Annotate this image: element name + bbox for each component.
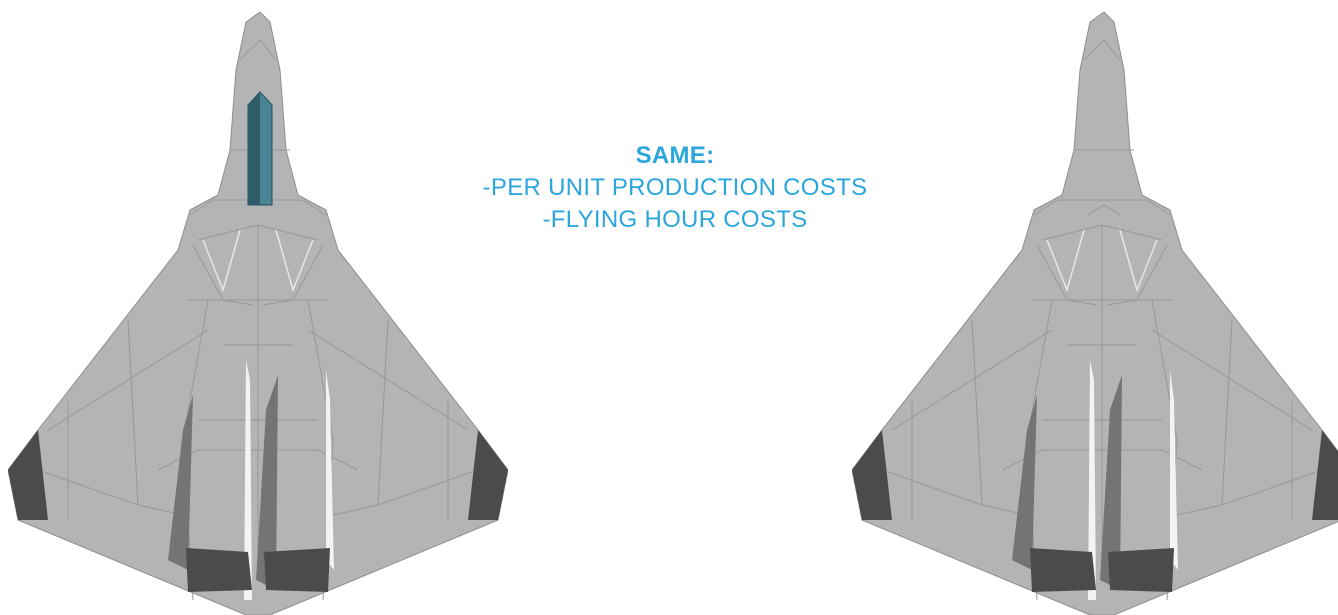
caption-line-flying-hour-costs: -FLYING HOUR COSTS (542, 206, 808, 233)
tail-fins (1012, 360, 1178, 600)
wingtip-edges (8, 430, 508, 520)
aircraft-with-cockpit-illustration (8, 11, 508, 615)
exhaust-nozzles (186, 548, 330, 592)
exhaust-nozzles (1030, 548, 1174, 592)
intake-chevrons (1046, 229, 1158, 293)
wingtip-edges (852, 430, 1338, 520)
intake-chevrons (202, 229, 314, 293)
caption-heading: SAME: (635, 142, 715, 169)
comparison-caption: SAME: -PER UNIT PRODUCTION COSTS -FLYING… (410, 140, 940, 236)
caption-line-production-costs: -PER UNIT PRODUCTION COSTS (482, 174, 868, 201)
tail-fins (168, 360, 334, 600)
canopy (247, 91, 273, 206)
airframe (852, 11, 1338, 615)
aircraft-without-cockpit-illustration (852, 11, 1338, 615)
